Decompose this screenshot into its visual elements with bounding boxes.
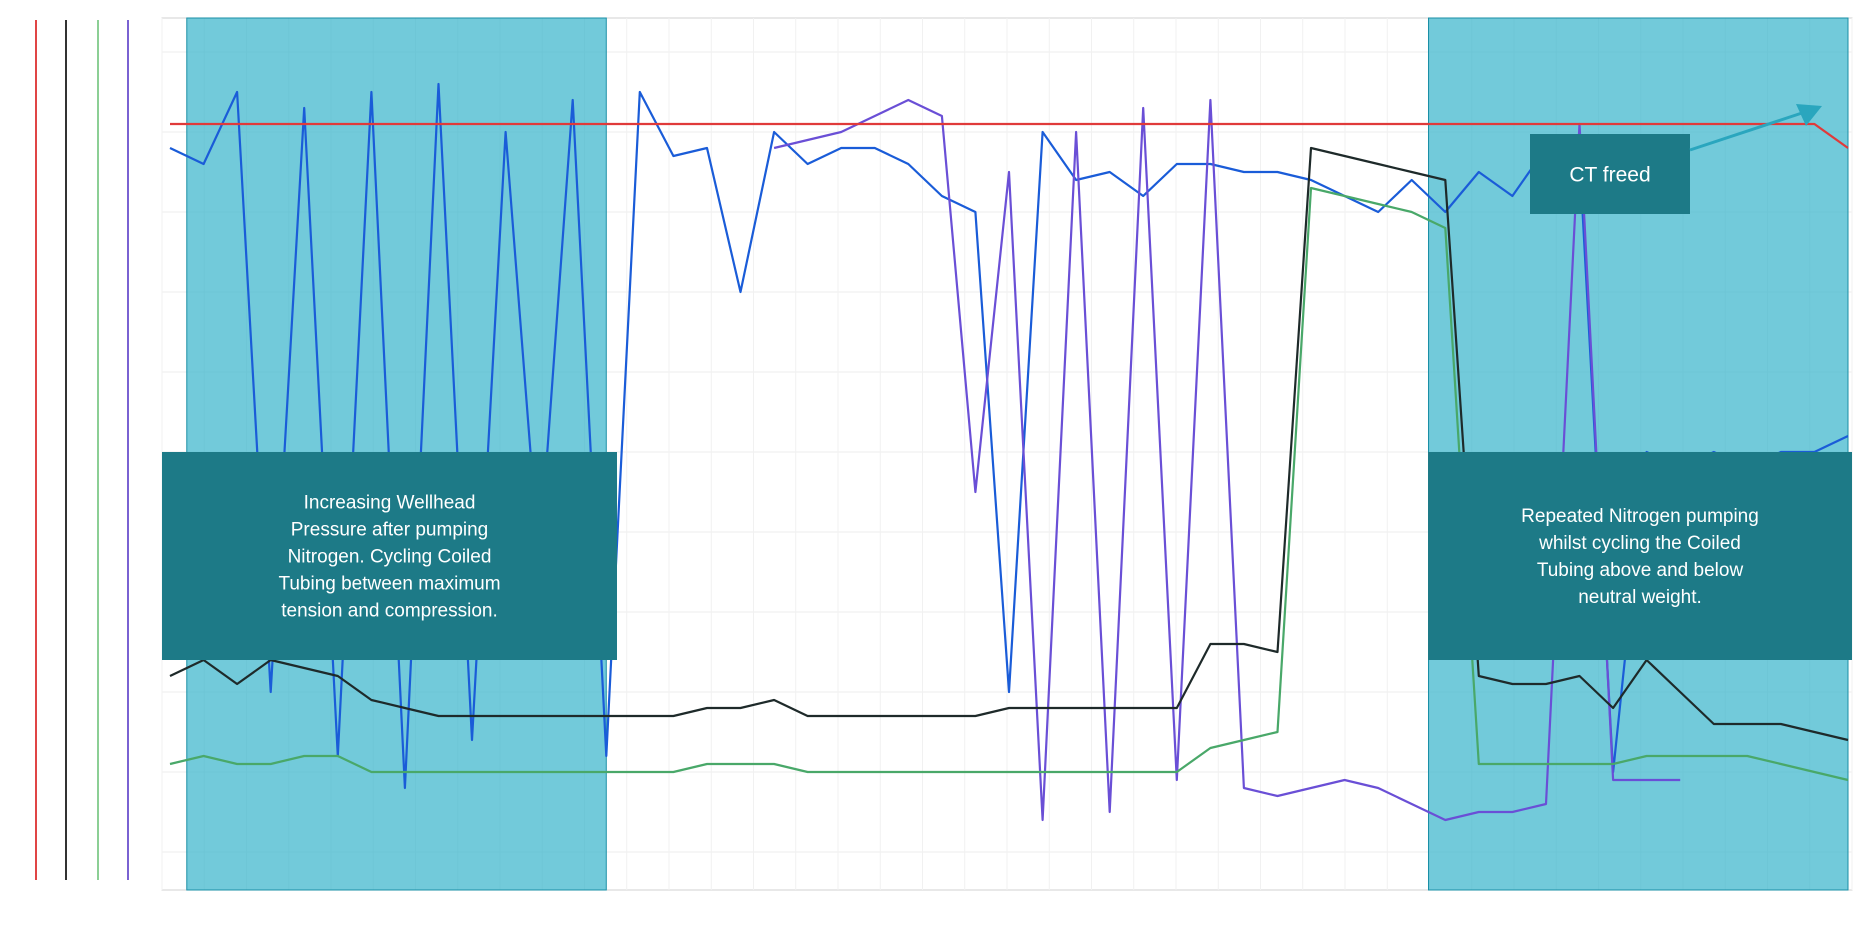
- annotation-text-line: Tubing above and below: [1537, 560, 1744, 581]
- annotation-text-line: Increasing Wellhead: [304, 493, 476, 514]
- annotation-text-line: Tubing between maximum: [278, 574, 500, 595]
- annotation-box: [1530, 134, 1690, 214]
- annotation-text-line: neutral weight.: [1578, 587, 1702, 608]
- annotation-text-line: Repeated Nitrogen pumping: [1521, 506, 1759, 527]
- series-line-3: [169, 146, 1849, 742]
- annotation-text-line: CT freed: [1569, 163, 1650, 186]
- annotation-text-line: Nitrogen. Cycling Coiled: [288, 547, 492, 568]
- annotation-arrow: [1689, 110, 1806, 152]
- series-line-5: [170, 122, 1849, 149]
- annotation-2: Repeated Nitrogen pumping whilst cycling …: [1428, 452, 1852, 660]
- annotation-arrow-head: [1796, 104, 1822, 126]
- annotation-text-line: whilst cycling the Coiled: [1538, 533, 1741, 554]
- series-line-4: [169, 186, 1849, 782]
- annotation-box: [1428, 452, 1852, 660]
- annotation-1: Increasing Wellhead Pressure after pumpin…: [162, 452, 617, 660]
- annotations: Increasing Wellhead Pressure after pumpin…: [162, 104, 1852, 660]
- annotation-text-line: tension and compression.: [281, 601, 498, 622]
- annotation-box: [162, 452, 617, 660]
- series-line-2: [773, 98, 1681, 822]
- left-axes: [35, 20, 129, 880]
- annotation-3: CT freed: [1530, 134, 1690, 214]
- annotation-text-line: Pressure after pumping: [291, 520, 489, 541]
